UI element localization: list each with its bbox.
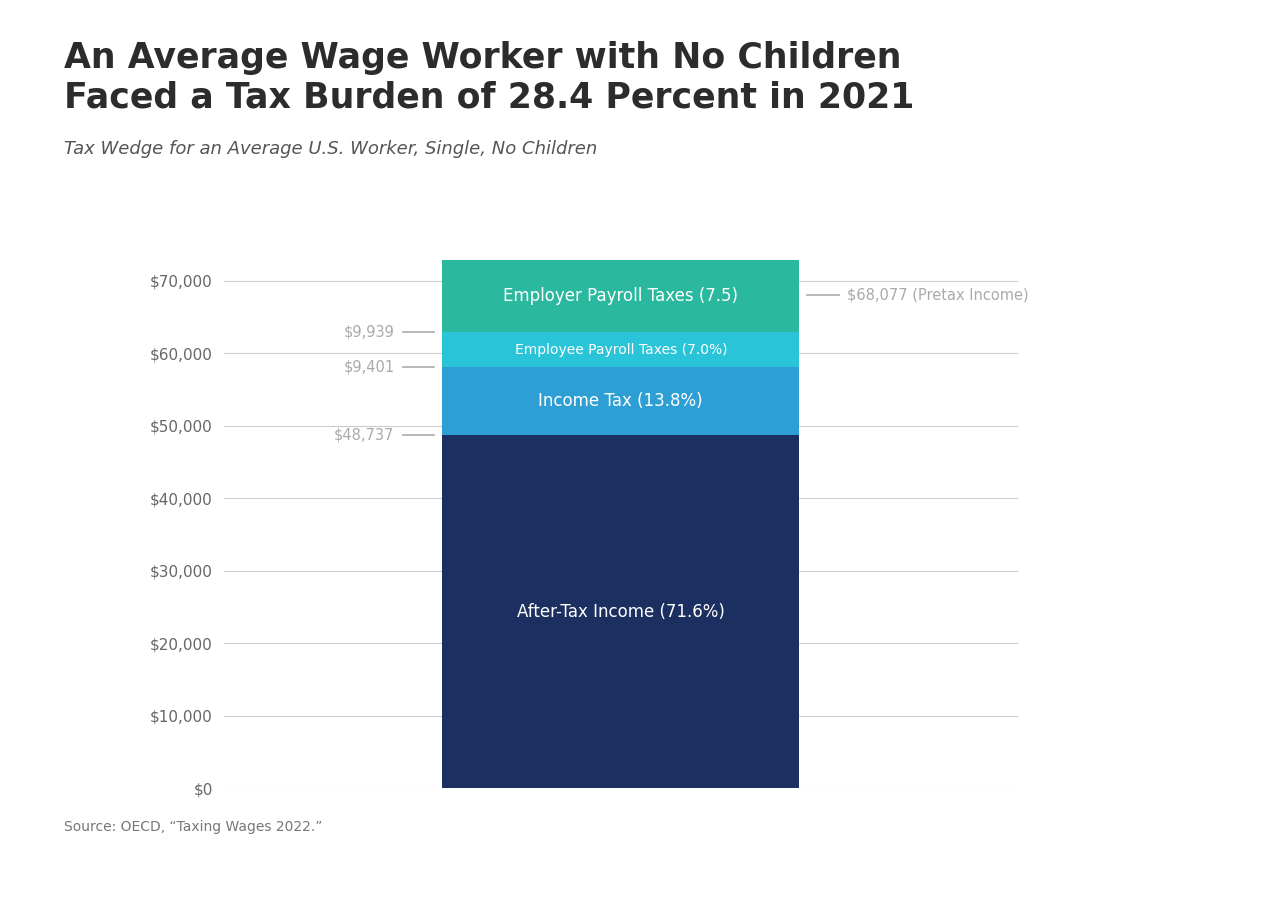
Text: @TaxFoundation: @TaxFoundation — [1093, 864, 1242, 882]
Text: $68,077 (Pretax Income): $68,077 (Pretax Income) — [847, 287, 1029, 303]
Text: $48,737: $48,737 — [334, 428, 394, 442]
Bar — [443, 333, 799, 367]
Text: Employer Payroll Taxes (7.5): Employer Payroll Taxes (7.5) — [503, 287, 739, 305]
Text: Income Tax (13.8%): Income Tax (13.8%) — [539, 392, 703, 410]
Bar — [443, 435, 799, 788]
Text: Tax Wedge for an Average U.S. Worker, Single, No Children: Tax Wedge for an Average U.S. Worker, Si… — [64, 140, 598, 159]
Bar — [443, 367, 799, 435]
Text: $9,939: $9,939 — [344, 325, 394, 340]
Text: Source: OECD, “Taxing Wages 2022.”: Source: OECD, “Taxing Wages 2022.” — [64, 820, 323, 834]
Text: Employee Payroll Taxes (7.0%): Employee Payroll Taxes (7.0%) — [515, 342, 727, 357]
Text: TAX FOUNDATION: TAX FOUNDATION — [38, 863, 246, 883]
Text: $9,401: $9,401 — [343, 360, 394, 374]
Text: An Average Wage Worker with No Children
Faced a Tax Burden of 28.4 Percent in 20: An Average Wage Worker with No Children … — [64, 41, 914, 114]
Text: After-Tax Income (71.6%): After-Tax Income (71.6%) — [517, 602, 724, 621]
Bar — [443, 260, 799, 333]
